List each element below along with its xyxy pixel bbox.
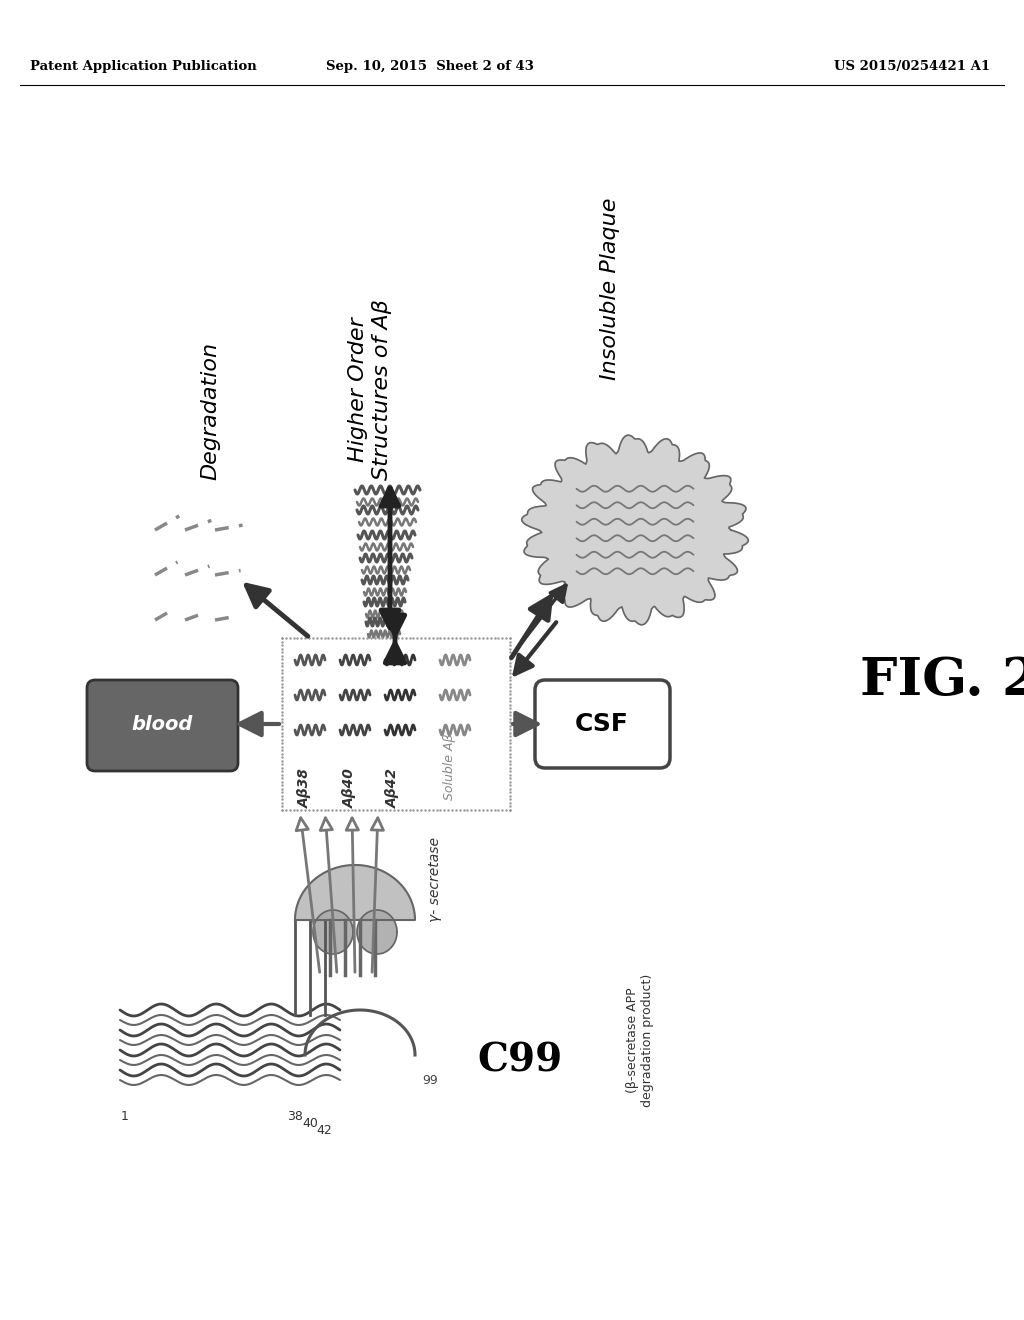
Text: Patent Application Publication: Patent Application Publication [30,59,257,73]
Text: CSF: CSF [575,711,629,737]
Text: 1: 1 [121,1110,129,1123]
FancyBboxPatch shape [87,680,238,771]
Text: Higher Order
Structures of Aβ: Higher Order Structures of Aβ [348,300,391,480]
Text: US 2015/0254421 A1: US 2015/0254421 A1 [834,59,990,73]
Text: blood: blood [131,715,193,734]
Text: FIG. 2: FIG. 2 [860,655,1024,705]
Text: C99: C99 [477,1041,562,1078]
Text: Soluble Aβ: Soluble Aβ [443,734,457,800]
Polygon shape [357,909,397,954]
Text: 38: 38 [287,1110,303,1123]
Text: Degradation: Degradation [200,342,220,480]
Polygon shape [521,436,749,624]
FancyBboxPatch shape [535,680,670,768]
Text: 40: 40 [302,1117,317,1130]
Text: Aβ40: Aβ40 [343,768,357,808]
Text: Insoluble Plaque: Insoluble Plaque [600,198,620,380]
Text: 99: 99 [422,1073,438,1086]
Text: Sep. 10, 2015  Sheet 2 of 43: Sep. 10, 2015 Sheet 2 of 43 [326,59,534,73]
Text: γ- secretase: γ- secretase [428,837,442,923]
Polygon shape [295,865,415,920]
Text: Aβ38: Aβ38 [298,768,312,808]
Text: 42: 42 [316,1125,332,1137]
Polygon shape [313,909,353,954]
Text: Aβ42: Aβ42 [386,768,400,808]
Text: (β-secretase APP
degradation product): (β-secretase APP degradation product) [626,973,654,1106]
